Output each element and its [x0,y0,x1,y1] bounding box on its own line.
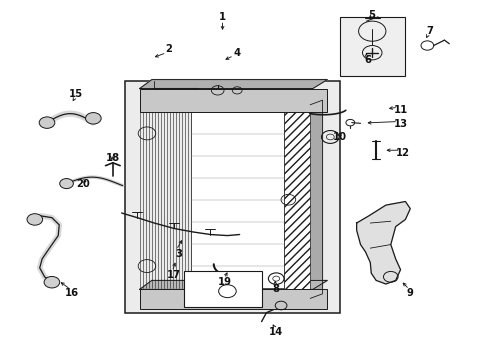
Bar [283,105,310,298]
Text: 1: 1 [219,12,225,22]
Text: 20: 20 [77,179,90,189]
Text: 3: 3 [175,248,182,258]
Text: 9: 9 [406,288,413,298]
Bar [140,289,327,309]
Circle shape [39,117,55,129]
Circle shape [85,113,101,124]
Text: 2: 2 [165,44,172,54]
Text: 14: 14 [268,327,283,337]
Text: 10: 10 [332,132,346,142]
Text: 7: 7 [426,26,432,36]
Text: 4: 4 [233,48,240,58]
Circle shape [60,179,73,189]
Polygon shape [356,202,409,284]
Text: 8: 8 [272,284,279,294]
Text: 15: 15 [69,89,83,99]
Bar [183,271,261,307]
Text: 18: 18 [105,153,120,163]
Polygon shape [140,280,327,289]
Bar [125,81,339,313]
Bar [190,112,283,288]
Bar [339,17,405,76]
Text: 11: 11 [393,105,407,115]
Circle shape [27,214,42,225]
Text: 13: 13 [393,120,407,129]
Bar [140,89,327,112]
Text: 17: 17 [166,270,181,280]
Text: 12: 12 [395,148,409,158]
Polygon shape [310,100,322,298]
Text: 5: 5 [367,10,374,20]
Text: 6: 6 [363,55,370,65]
Polygon shape [140,80,327,89]
Circle shape [44,276,60,288]
Text: 19: 19 [218,277,231,287]
Text: 16: 16 [64,288,78,298]
